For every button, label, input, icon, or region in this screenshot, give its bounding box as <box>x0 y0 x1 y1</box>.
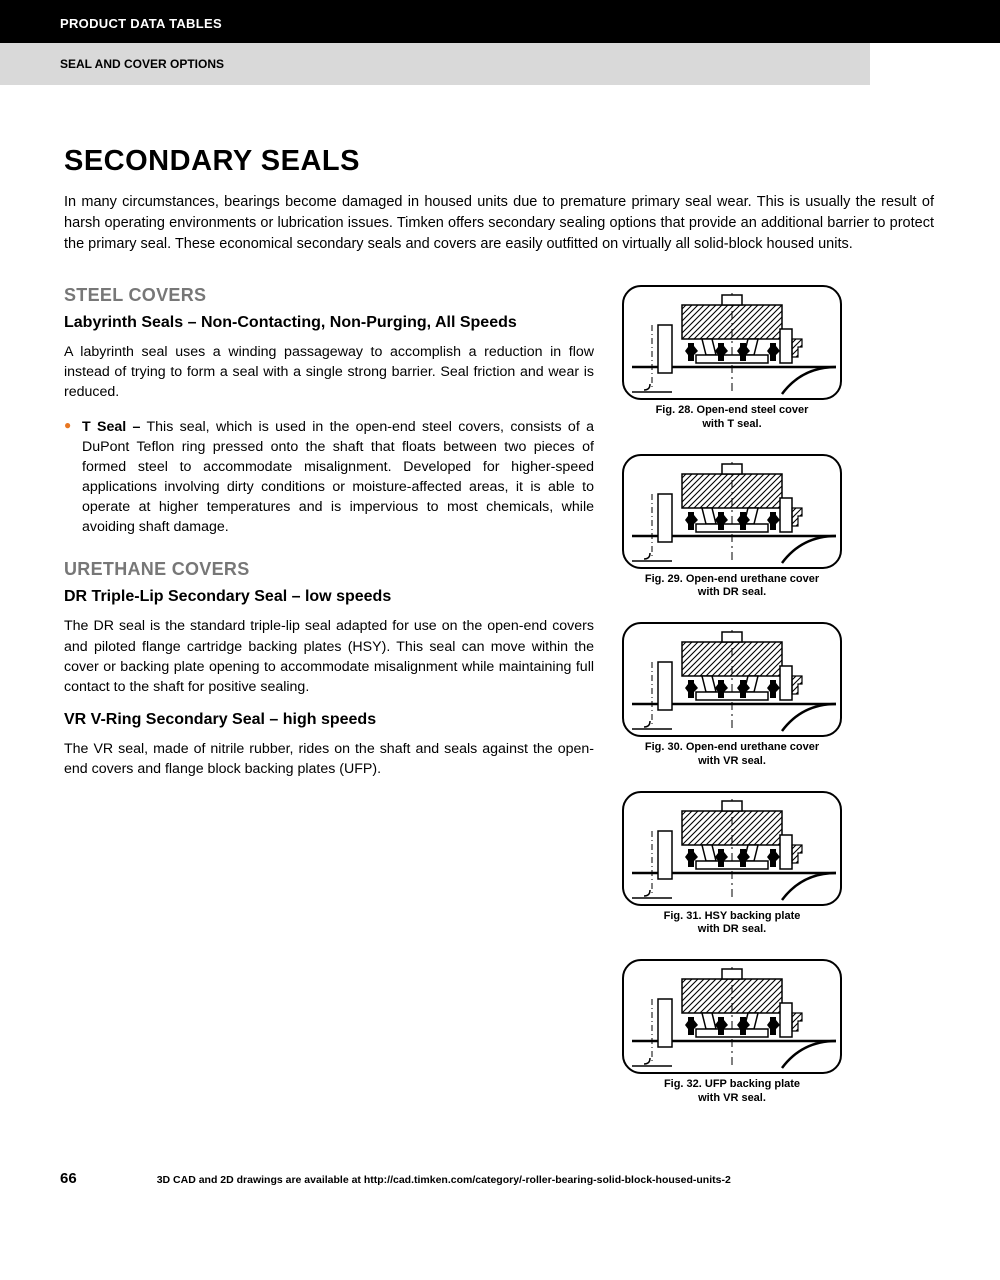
dr-paragraph: The DR seal is the standard triple-lip s… <box>64 616 594 697</box>
figure-caption-line1: Fig. 32. UFP backing plate <box>664 1078 800 1090</box>
figure-caption-line2: with T seal. <box>702 418 761 430</box>
figure-caption-line1: Fig. 31. HSY backing plate <box>664 910 801 922</box>
technical-drawing-icon <box>622 285 842 400</box>
right-column: Fig. 28. Open-end steel cover with T sea… <box>622 285 842 1122</box>
page-content: SECONDARY SEALS In many circumstances, b… <box>0 85 1000 1205</box>
figure-caption: Fig. 32. UFP backing plate with VR seal. <box>622 1078 842 1106</box>
tseal-bullet: T Seal – This seal, which is used in the… <box>64 417 594 538</box>
figure-caption-line2: with DR seal. <box>698 586 766 598</box>
technical-drawing-icon <box>622 622 842 737</box>
figure-caption-line1: Fig. 28. Open-end steel cover <box>656 404 809 416</box>
vr-subheading: VR V-Ring Secondary Seal – high speeds <box>64 711 594 729</box>
figure: Fig. 32. UFP backing plate with VR seal. <box>622 959 842 1116</box>
labyrinth-paragraph: A labyrinth seal uses a winding passagew… <box>64 342 594 402</box>
technical-drawing-icon <box>622 791 842 906</box>
footer-text: 3D CAD and 2D drawings are available at … <box>157 1174 731 1186</box>
page-footer: 66 3D CAD and 2D drawings are available … <box>60 1170 940 1187</box>
header-gray-bar: SEAL AND COVER OPTIONS <box>0 43 870 85</box>
page-title: SECONDARY SEALS <box>64 145 940 178</box>
steel-covers-heading: STEEL COVERS <box>64 285 594 306</box>
tseal-body: This seal, which is used in the open-end… <box>82 419 594 536</box>
figure-caption: Fig. 28. Open-end steel cover with T sea… <box>622 404 842 432</box>
technical-drawing-icon <box>622 454 842 569</box>
header-black-bar: PRODUCT DATA TABLES <box>0 0 1000 43</box>
figure: Fig. 29. Open-end urethane cover with DR… <box>622 454 842 611</box>
figure-caption-line1: Fig. 29. Open-end urethane cover <box>645 573 819 585</box>
figure-caption-line2: with VR seal. <box>698 1092 766 1104</box>
figure: Fig. 31. HSY backing plate with DR seal. <box>622 791 842 948</box>
technical-drawing-icon <box>622 959 842 1074</box>
tseal-lead: T Seal – <box>82 419 140 435</box>
dr-subheading: DR Triple-Lip Secondary Seal – low speed… <box>64 588 594 606</box>
urethane-covers-heading: URETHANE COVERS <box>64 559 594 580</box>
labyrinth-subheading: Labyrinth Seals – Non-Contacting, Non-Pu… <box>64 314 594 332</box>
figure-caption-line2: with DR seal. <box>698 923 766 935</box>
figure: Fig. 30. Open-end urethane cover with VR… <box>622 622 842 779</box>
left-column: STEEL COVERS Labyrinth Seals – Non-Conta… <box>64 285 594 1122</box>
figure-caption: Fig. 31. HSY backing plate with DR seal. <box>622 910 842 938</box>
figure-caption-line1: Fig. 30. Open-end urethane cover <box>645 741 819 753</box>
vr-paragraph: The VR seal, made of nitrile rubber, rid… <box>64 739 594 779</box>
figure: Fig. 28. Open-end steel cover with T sea… <box>622 285 842 442</box>
figure-caption: Fig. 30. Open-end urethane cover with VR… <box>622 741 842 769</box>
intro-paragraph: In many circumstances, bearings become d… <box>64 192 934 255</box>
figure-caption: Fig. 29. Open-end urethane cover with DR… <box>622 573 842 601</box>
figure-caption-line2: with VR seal. <box>698 755 766 767</box>
page-number: 66 <box>60 1170 77 1187</box>
